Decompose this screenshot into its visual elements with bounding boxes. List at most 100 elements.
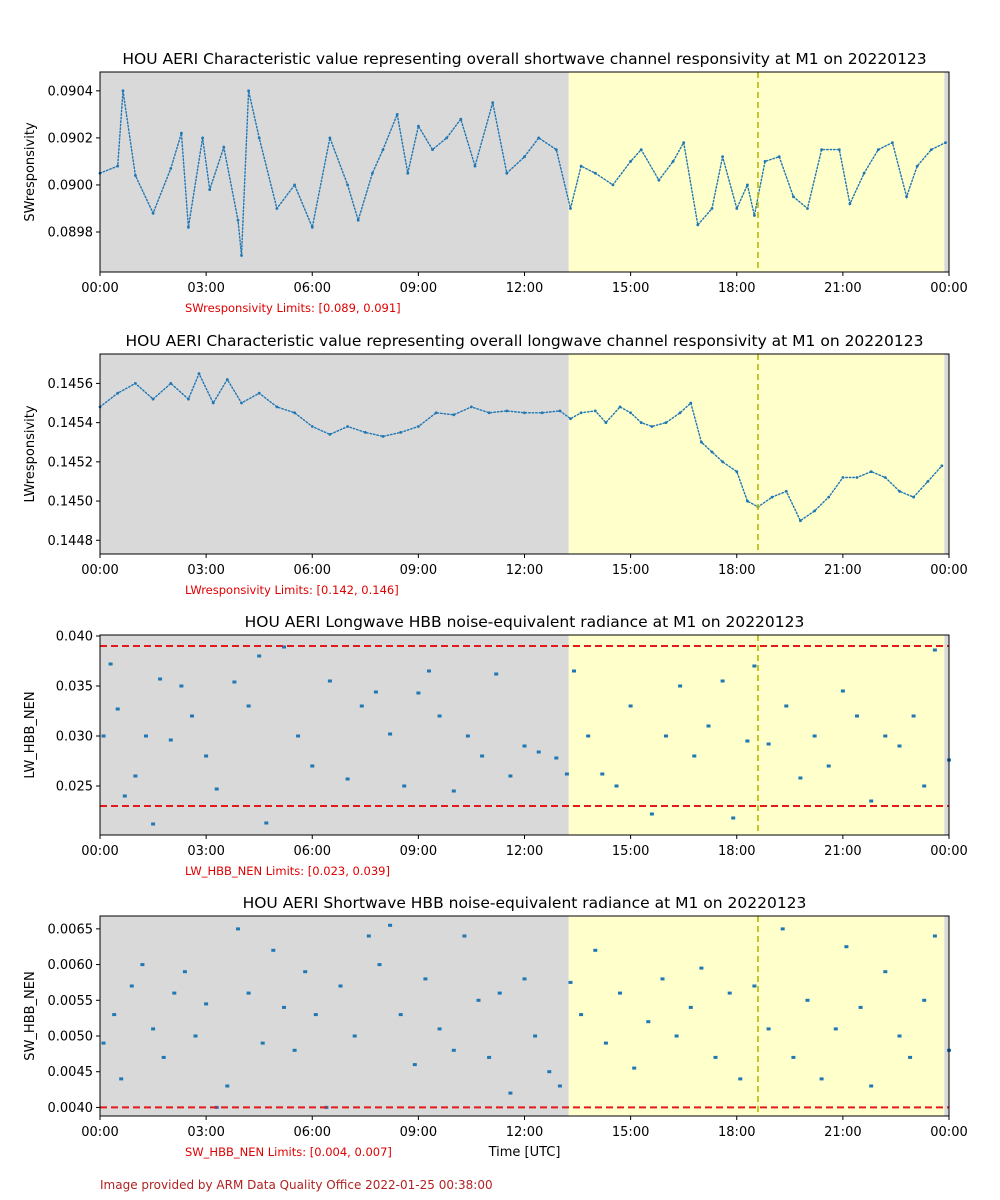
- data-point: [547, 1070, 552, 1074]
- data-point: [487, 1055, 492, 1059]
- data-point: [345, 777, 350, 781]
- data-point: [423, 977, 428, 981]
- data-point: [869, 799, 874, 803]
- data-point: [586, 734, 591, 738]
- data-points: [101, 645, 951, 826]
- data-point: [338, 984, 343, 988]
- background-band-3: [944, 635, 949, 835]
- chart-title: HOU AERI Shortwave HBB noise-equivalent …: [243, 894, 807, 912]
- y-tick-label: 0.025: [56, 780, 93, 795]
- x-tick-label: 09:00: [400, 844, 437, 859]
- data-point: [603, 1041, 608, 1045]
- y-tick-label: 0.1452: [48, 455, 94, 470]
- data-point: [214, 787, 219, 791]
- x-tick-label: 00:00: [930, 1125, 967, 1140]
- data-point: [858, 1005, 863, 1009]
- data-point: [133, 774, 138, 778]
- y-tick-label: 0.0055: [48, 994, 94, 1009]
- data-point: [437, 714, 442, 718]
- y-tick-label: 0.040: [56, 630, 93, 645]
- data-point: [465, 734, 470, 738]
- background-band-1: [100, 635, 569, 835]
- data-point: [260, 1041, 265, 1045]
- data-point: [398, 1013, 403, 1017]
- data-point: [497, 991, 502, 995]
- data-point: [352, 1034, 357, 1038]
- data-point: [204, 1002, 209, 1006]
- data-points: [98, 371, 944, 523]
- data-point: [151, 1027, 156, 1031]
- x-tick-label: 06:00: [294, 844, 331, 859]
- background-band-2: [568, 916, 945, 1116]
- data-point: [855, 714, 859, 718]
- x-tick-label: 18:00: [718, 563, 755, 578]
- x-tick-label: 15:00: [612, 281, 649, 296]
- data-point: [932, 934, 937, 938]
- limits-text: SWresponsivity Limits: [0.089, 0.091]: [185, 301, 401, 315]
- data-point: [282, 645, 286, 649]
- background-band-1: [100, 72, 569, 272]
- x-tick-label: 12:00: [506, 1125, 543, 1140]
- x-tick-label: 09:00: [400, 1125, 437, 1140]
- data-point: [366, 934, 371, 938]
- data-point: [883, 734, 888, 738]
- y-tick-label: 0.030: [56, 730, 93, 745]
- data-point: [257, 654, 262, 658]
- data-point: [388, 923, 393, 927]
- data-point: [614, 784, 619, 788]
- x-tick-label: 18:00: [718, 1125, 755, 1140]
- data-point: [720, 679, 725, 683]
- x-axis-label: Time [UTC]: [488, 1145, 561, 1160]
- chart-title: HOU AERI Longwave HBB noise-equivalent r…: [245, 613, 805, 631]
- y-tick-label: 0.0040: [48, 1101, 94, 1116]
- data-point: [101, 1041, 106, 1045]
- background-band-2: [568, 354, 945, 554]
- background-band-1: [100, 916, 569, 1116]
- data-point: [271, 948, 276, 952]
- data-point: [706, 724, 711, 728]
- y-tick-label: 0.0902: [48, 131, 94, 146]
- y-tick-label: 0.1456: [48, 377, 94, 392]
- data-point: [812, 734, 817, 738]
- data-point: [600, 772, 605, 776]
- data-point: [766, 1027, 771, 1031]
- data-point: [144, 734, 148, 738]
- y-tick-label: 0.0065: [48, 922, 94, 937]
- data-point: [292, 1048, 297, 1052]
- data-point: [182, 970, 187, 974]
- x-tick-label: 03:00: [187, 1125, 224, 1140]
- limits-text: LWresponsivity Limits: [0.142, 0.146]: [185, 583, 399, 597]
- background-band-3: [944, 72, 949, 272]
- series-trace: [99, 371, 943, 522]
- data-point: [646, 1020, 651, 1024]
- data-point: [752, 664, 757, 668]
- data-point: [190, 714, 194, 718]
- data-point: [568, 980, 573, 984]
- data-point: [462, 934, 467, 938]
- data-point: [112, 1013, 117, 1017]
- x-tick-label: 03:00: [187, 844, 224, 859]
- data-point: [869, 1084, 874, 1088]
- data-point: [664, 734, 668, 738]
- data-point: [402, 784, 407, 788]
- data-point: [819, 1077, 824, 1081]
- y-axis-label: SWresponsivity: [23, 122, 38, 222]
- data-point: [416, 691, 421, 695]
- data-point: [508, 1091, 513, 1095]
- data-point: [897, 1034, 902, 1038]
- x-tick-label: 00:00: [81, 844, 118, 859]
- x-tick-label: 00:00: [81, 1125, 118, 1140]
- background-band-3: [944, 354, 949, 554]
- y-axis-label: LWresponsivity: [23, 405, 38, 502]
- data-point: [264, 821, 269, 825]
- background-band-2: [568, 635, 945, 835]
- data-point: [593, 948, 598, 952]
- data-point: [564, 772, 569, 776]
- data-point: [727, 991, 732, 995]
- data-point: [798, 776, 803, 780]
- data-point: [911, 714, 916, 718]
- x-tick-label: 06:00: [294, 563, 331, 578]
- data-point: [129, 984, 134, 988]
- y-tick-label: 0.0060: [48, 958, 94, 973]
- y-tick-label: 0.0900: [48, 178, 94, 193]
